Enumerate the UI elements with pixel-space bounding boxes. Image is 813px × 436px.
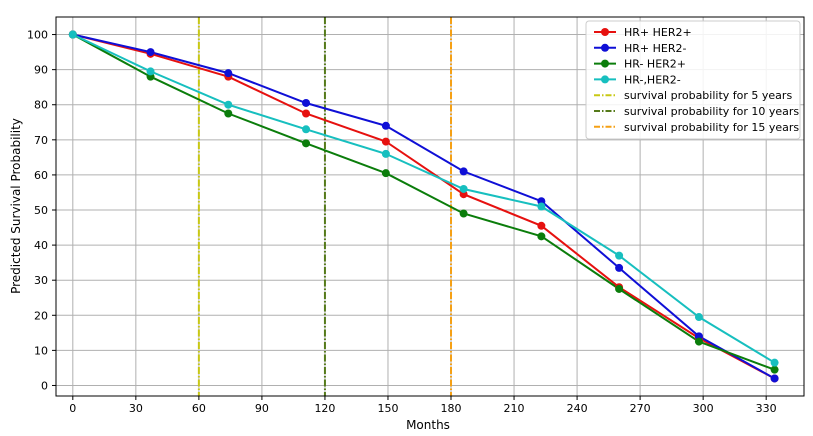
series-4-point <box>381 149 390 158</box>
series-points <box>68 30 779 383</box>
legend-swatch-marker <box>601 28 609 36</box>
series-2-point <box>381 121 390 130</box>
legend-swatch-marker <box>601 43 609 52</box>
series-lines <box>72 33 776 380</box>
legend-label: HR-,HER2- <box>624 73 681 86</box>
y-tick-label: 10 <box>34 344 48 357</box>
x-tick-label: 120 <box>314 402 335 415</box>
series-2-point <box>615 263 624 272</box>
x-tick-label: 330 <box>756 402 777 415</box>
series-3-point <box>615 284 624 293</box>
x-tick-label: 90 <box>255 402 269 415</box>
series-1-point <box>381 137 390 146</box>
series-4-point <box>615 251 624 260</box>
legend-label: HR+ HER2- <box>624 42 686 55</box>
series-2-point <box>146 48 155 57</box>
x-tick-label: 240 <box>567 402 588 415</box>
legend-label: survival probability for 5 years <box>624 89 792 102</box>
legend-label: HR- HER2+ <box>624 58 686 71</box>
series-4-point <box>537 202 546 211</box>
legend-label: survival probability for 15 years <box>624 121 799 134</box>
series-3-point <box>537 232 546 241</box>
y-tick-label: 80 <box>34 99 48 112</box>
series-4-point <box>770 358 779 367</box>
x-tick-label: 150 <box>377 402 398 415</box>
legend-label: HR+ HER2+ <box>624 26 692 39</box>
series-3-point <box>694 337 703 346</box>
x-axis-title: Months <box>406 418 450 432</box>
series-4-point <box>146 67 155 76</box>
y-axis-ticks: 0 10 20 30 40 50 60 70 80 90 100 <box>27 29 56 392</box>
series-1-point <box>302 109 311 118</box>
y-tick-label: 70 <box>34 134 48 147</box>
legend-label: survival probability for 10 years <box>624 105 799 118</box>
x-axis-ticks: 0 30 60 90 120 150 180 210 240 270 300 330 <box>69 396 777 415</box>
series-3-point <box>381 169 390 178</box>
plot-frame <box>55 16 805 397</box>
series-line-3 <box>72 33 775 371</box>
series-2-point <box>459 167 468 176</box>
legend-box <box>585 20 801 140</box>
x-tick-label: 30 <box>129 402 143 415</box>
series-line-2 <box>72 33 776 380</box>
legend-swatch-marker <box>601 75 609 84</box>
x-tick-label: 60 <box>192 402 206 415</box>
y-tick-label: 0 <box>41 379 48 392</box>
y-axis-title: Predicted Survival Probability <box>9 118 23 294</box>
series-2-point <box>224 69 233 78</box>
y-tick-label: 30 <box>34 274 48 287</box>
y-tick-label: 90 <box>34 64 48 77</box>
y-tick-label: 100 <box>27 29 48 42</box>
x-tick-label: 0 <box>69 402 76 415</box>
series-4-point <box>68 30 77 39</box>
x-tick-label: 270 <box>630 402 651 415</box>
series-3-point <box>224 109 233 118</box>
series-2-point <box>770 374 779 383</box>
series-4-point <box>694 313 703 322</box>
series-3-point <box>459 209 468 218</box>
series-2-point <box>302 98 311 107</box>
series-4-point <box>459 184 468 193</box>
series-line-4 <box>72 33 776 364</box>
series-1-point <box>537 221 546 230</box>
y-tick-label: 40 <box>34 239 48 252</box>
series-4-point <box>302 125 311 134</box>
series-3-point <box>770 365 779 374</box>
x-tick-label: 300 <box>693 402 714 415</box>
x-tick-label: 210 <box>504 402 525 415</box>
series-4-point <box>224 100 233 109</box>
x-tick-label: 180 <box>441 402 462 415</box>
legend: HR+ HER2+ HR+ HER2- HR- HER2+ HR-,HER2- surv… <box>585 20 801 140</box>
series-3-point <box>302 139 311 148</box>
series-line-1 <box>72 33 776 380</box>
y-tick-label: 50 <box>34 204 48 217</box>
y-tick-label: 20 <box>34 309 48 322</box>
y-tick-label: 60 <box>34 169 48 182</box>
legend-swatch-marker <box>601 59 609 68</box>
